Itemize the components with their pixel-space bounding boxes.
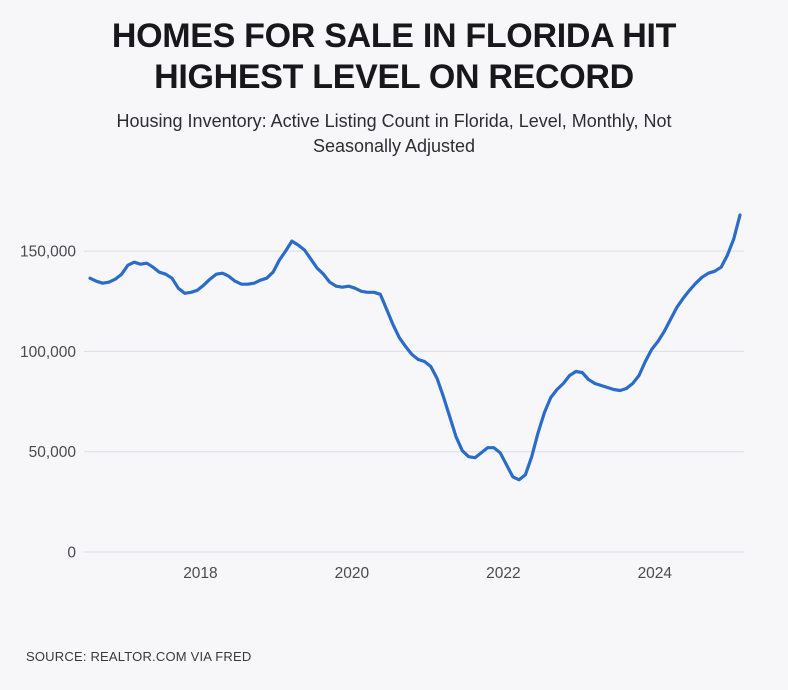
x-axis-tick-label: 2022 (486, 565, 520, 582)
y-axis-tick-label: 100,000 (20, 344, 76, 361)
y-axis-tick-label: 50,000 (29, 444, 77, 461)
x-axis-tick-label: 2024 (638, 565, 673, 582)
line-chart: 0 50,000 100,000 150,000 2018 2020 2022 2024 (20, 213, 744, 582)
x-axis-tick-label: 2020 (335, 565, 370, 582)
y-axis-tick-label: 150,000 (20, 244, 76, 261)
x-axis-tick-label: 2018 (183, 565, 217, 582)
chart-header: HOMES FOR SALE IN FLORIDA HIT HIGHEST LE… (0, 0, 788, 160)
chart-subtitle: Housing Inventory: Active Listing Count … (116, 110, 672, 157)
chart-footer: SOURCE: REALTOR.COM VIA FRED (0, 648, 788, 690)
chart-title: HOMES FOR SALE IN FLORIDA HIT HIGHEST LE… (44, 16, 744, 99)
chart-title-line-2: HIGHEST LEVEL ON RECORD (154, 58, 634, 97)
chart-title-line-1: HOMES FOR SALE IN FLORIDA HIT (111, 17, 677, 55)
y-axis-tick-label: 0 (67, 545, 76, 562)
source-text: SOURCE: REALTOR.COM VIA FRED (26, 649, 252, 664)
data-line-series (88, 213, 742, 482)
